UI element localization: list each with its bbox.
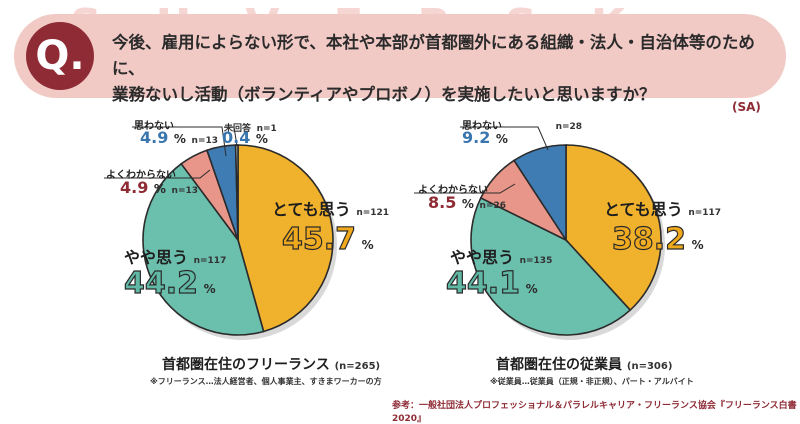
reference-note: 参考：一般社団法人プロフェッショナル＆パラレルキャリア・フリーランス協会『フリー… <box>392 401 797 424</box>
right-cat-unsure: よくわからない <box>418 185 488 196</box>
left-n-agree: n=121 <box>356 208 390 218</box>
right-slice-strongly-agree <box>565 144 662 312</box>
right-n-agree: n=117 <box>688 208 722 218</box>
left-pct-disagree: 4.9 % n=13 <box>140 128 218 147</box>
left-pct-unsure-sign: % <box>153 182 166 196</box>
right-n-unsure: n=26 <box>479 201 507 211</box>
right-cat-agree: とても思う <box>604 200 683 219</box>
left-label-somewhat-agree: やや思う n=117 <box>124 244 226 268</box>
right-leader-unsure <box>414 183 516 194</box>
right-n-dis: n=28 <box>555 122 583 132</box>
left-pct-somewhat-agree: 44.2 % <box>123 265 216 301</box>
left-pct-strongly-agree: 45.7 % <box>281 221 374 257</box>
left-caption: 首都圏在住のフリーランス (n=265) <box>162 354 380 374</box>
left-pct-some-sign: % <box>203 282 216 296</box>
right-pct-somewhat-agree: 44.1 % <box>445 265 538 301</box>
left-label-unsure: よくわからない <box>106 163 176 182</box>
right-pct-strongly-agree: 38.2 % <box>611 221 704 257</box>
right-pct-agree-sign: % <box>691 238 704 252</box>
right-pct-dis-sign: % <box>495 132 508 146</box>
right-pct-dis-val: 9.2 <box>462 128 491 147</box>
left-label-strongly-agree: とても思う n=121 <box>272 196 389 220</box>
right-label-strongly-agree: とても思う n=117 <box>604 196 721 220</box>
question-line-1: 今後、雇用によらない形で、本社や本部が首都圏外にある組織・法人・自治体等のために… <box>112 33 755 78</box>
right-pct-agree: 38.2 <box>611 221 687 257</box>
left-n-some: n=117 <box>193 256 227 266</box>
right-cat-some: やや思う <box>450 248 515 267</box>
right-label-unsure: よくわからない <box>418 178 488 197</box>
left-cat-some: やや思う <box>124 248 189 267</box>
question-text: 今後、雇用によらない形で、本社や本部が首都圏外にある組織・法人・自治体等のために… <box>112 30 762 108</box>
right-slice-somewhat-agree <box>470 196 632 336</box>
question-banner <box>14 14 786 98</box>
left-pct-unsure-val: 4.9 <box>120 178 149 197</box>
right-pct-unsure-val: 8.5 <box>428 193 457 212</box>
left-n-dis: n=13 <box>191 136 219 146</box>
question-badge: Q. <box>26 22 94 90</box>
left-label-no-answer: 未回答 n=1 <box>224 116 277 135</box>
left-cat-na: 未回答 <box>224 124 252 134</box>
left-leader-disagree <box>132 126 227 157</box>
left-pct-some: 44.2 <box>123 265 199 301</box>
left-caption-text: 首都圏在住のフリーランス <box>162 357 330 373</box>
left-leader-unsure <box>104 169 211 179</box>
left-pct-na-val: 0.4 <box>222 128 251 147</box>
right-pct-unsure: 8.5 % n=26 <box>428 193 506 212</box>
single-answer-tag: (SA) <box>732 100 761 114</box>
right-cat-dis: 思わない <box>462 121 502 132</box>
left-label-disagree: 思わない <box>134 114 174 133</box>
right-pct-some-sign: % <box>525 282 538 296</box>
right-pct-disagree: 9.2 % <box>462 128 508 147</box>
right-note: ※従業員…従業員（正規・非正規）、パート・アルバイト <box>490 377 694 386</box>
right-leader-disagree <box>460 126 549 151</box>
right-slice-disagree <box>512 144 567 243</box>
question-badge-text: Q. <box>35 33 85 79</box>
right-caption-text: 首都圏在住の従業員 <box>496 357 622 373</box>
right-n-some: n=135 <box>519 256 553 266</box>
right-caption-n: (n=306) <box>626 361 673 372</box>
right-pct-unsure-sign: % <box>461 197 474 211</box>
right-pct-some: 44.1 <box>445 265 521 301</box>
left-pct-agree: 45.7 <box>281 221 357 257</box>
left-slice-strongly-agree <box>237 144 334 333</box>
left-pct-dis-sign: % <box>173 132 186 146</box>
right-label-disagree: 思わない n=28 <box>462 114 582 133</box>
left-cat-dis: 思わない <box>134 121 174 132</box>
left-pct-agree-sign: % <box>361 238 374 252</box>
left-cat-unsure: よくわからない <box>106 170 176 181</box>
question-line-2: 業務ないし活動（ボランティアやプロボノ）を実施したいと思いますか？ <box>112 85 656 104</box>
right-caption: 首都圏在住の従業員 (n=306) <box>496 354 672 374</box>
left-pct-na-sign: % <box>255 132 268 146</box>
left-note: ※フリーランス…法人経営者、個人事業主、すきまワーカーの方 <box>150 377 382 386</box>
right-label-somewhat-agree: やや思う n=135 <box>450 244 552 268</box>
left-cat-agree: とても思う <box>272 200 351 219</box>
left-pct-unsure: 4.9 % n=13 <box>120 178 198 197</box>
left-n-na: n=1 <box>256 124 277 134</box>
left-leader-no-answer <box>224 126 238 147</box>
left-caption-n: (n=265) <box>334 361 381 372</box>
left-pct-dis-val: 4.9 <box>140 128 169 147</box>
left-n-unsure: n=13 <box>171 186 199 196</box>
left-pct-no-answer: 0.4 % <box>222 128 268 147</box>
left-slice-somewhat-agree <box>142 162 265 336</box>
